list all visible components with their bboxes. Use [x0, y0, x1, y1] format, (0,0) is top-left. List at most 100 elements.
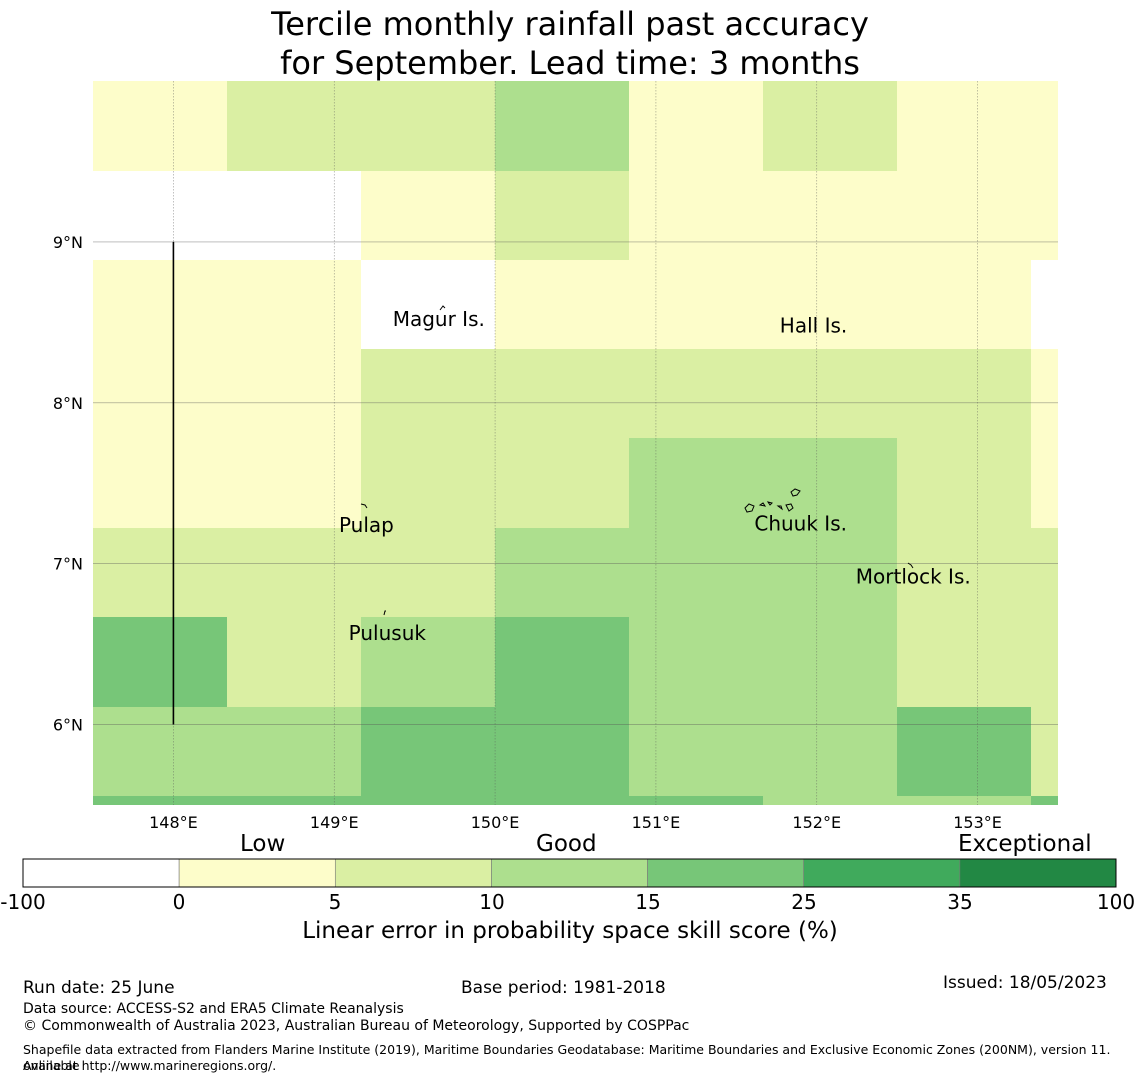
place-label: Mortlock Is. [856, 565, 971, 589]
skill-cell [227, 81, 361, 171]
skill-cell [1031, 260, 1058, 349]
skill-cell [495, 528, 629, 617]
place-label: Pulusuk [349, 621, 427, 645]
place-label: Chuuk Is. [754, 511, 847, 535]
skill-cell [897, 617, 1031, 707]
skill-cell [763, 171, 897, 260]
colorbar-category-exceptional: Exceptional [958, 831, 1092, 857]
data-source: Data source: ACCESS-S2 and ERA5 Climate … [23, 1001, 404, 1017]
latitude-tick-label: 7°N [53, 555, 83, 574]
skill-cell [897, 260, 1031, 349]
skill-cell [1031, 796, 1058, 805]
skill-cell [629, 81, 763, 171]
skill-cell [897, 81, 1031, 171]
skill-cell [897, 349, 1031, 438]
skill-cell [1031, 438, 1058, 528]
skill-cell [361, 438, 495, 528]
colorbar-category-good: Good [536, 831, 597, 857]
skill-cell [763, 81, 897, 171]
skill-cell [495, 260, 629, 349]
colorbar-tick: 25 [791, 890, 817, 914]
issued-date: Issued: 18/05/2023 [943, 973, 1107, 993]
colorbar-swatch [647, 858, 805, 888]
skill-cell [227, 796, 361, 805]
colorbar-swatch [491, 858, 648, 888]
longitude-tick-label: 153°E [953, 813, 1002, 832]
island-outline [744, 488, 801, 513]
skill-cell [361, 171, 495, 260]
skill-cell [93, 528, 227, 617]
latitude-tick-label: 9°N [53, 233, 83, 252]
skill-cell [495, 796, 629, 805]
skill-cell [763, 528, 897, 617]
colorbar-swatch [22, 858, 180, 888]
skill-cell [227, 617, 361, 707]
skill-cell [93, 707, 227, 796]
run-date: Run date: 25 June [23, 978, 175, 998]
colorbar-tick: 5 [328, 890, 342, 914]
shapefile-credit-line-2: online at http://www.marineregions.org/. [23, 1058, 277, 1073]
skill-cell [763, 707, 897, 796]
longitude-tick-label: 148°E [149, 813, 198, 832]
colorbar-tick: 15 [635, 890, 661, 914]
skill-cell [1031, 617, 1058, 707]
skill-cell [495, 707, 629, 796]
skill-cell [1031, 528, 1058, 617]
skill-cell [361, 349, 495, 438]
longitude-tick-label: 150°E [471, 813, 520, 832]
skill-cell [897, 796, 1031, 805]
skill-cell [361, 528, 495, 617]
skill-cell [93, 438, 227, 528]
skill-cell [495, 81, 629, 171]
skill-cell [763, 438, 897, 528]
colorbar-swatch [334, 858, 492, 888]
latitude-tick-label: 6°N [53, 716, 83, 735]
colorbar-tick: 100 [1096, 890, 1136, 914]
colorbar-swatch [803, 858, 961, 888]
skill-cell [897, 171, 1031, 260]
colorbar-tick: 10 [479, 890, 505, 914]
skill-cell [227, 438, 361, 528]
colorbar-category-low: Low [240, 831, 286, 857]
skill-cell [1031, 81, 1058, 171]
skill-cell [93, 260, 227, 349]
island-outline [439, 305, 446, 311]
colorbar-tick: 0 [172, 890, 186, 914]
skill-cell [629, 707, 763, 796]
skill-cell [361, 617, 495, 707]
skill-cell [1031, 707, 1058, 796]
skill-cell [629, 171, 763, 260]
skill-cell [93, 349, 227, 438]
skill-cell [93, 81, 227, 171]
skill-cell [495, 438, 629, 528]
skill-cell [1031, 171, 1058, 260]
skill-cell [763, 796, 897, 805]
place-label: Hall Is. [780, 314, 847, 338]
colorbar-frame [22, 858, 1117, 888]
skill-cell [763, 349, 897, 438]
colorbar-swatch [178, 858, 336, 888]
skill-cell [495, 617, 629, 707]
skill-cell [361, 260, 495, 349]
colorbar-tick: -100 [0, 890, 46, 914]
base-period: Base period: 1981-2018 [461, 978, 666, 998]
skill-cell [629, 349, 763, 438]
skill-cell [227, 349, 361, 438]
skill-cell [361, 707, 495, 796]
skill-cell [227, 707, 361, 796]
skill-cell [897, 528, 1031, 617]
skill-cell [93, 171, 227, 260]
skill-cell [495, 349, 629, 438]
skill-cell [629, 260, 763, 349]
skill-cell [1031, 349, 1058, 438]
skill-cell [361, 796, 495, 805]
island-outline [907, 562, 914, 569]
skill-cell [763, 617, 897, 707]
longitude-tick-label: 151°E [632, 813, 681, 832]
skill-cell [227, 260, 361, 349]
skill-cell [227, 171, 361, 260]
skill-cell [227, 528, 361, 617]
map-title-line-1: Tercile monthly rainfall past accuracy [271, 5, 869, 43]
skill-cell [361, 81, 495, 171]
